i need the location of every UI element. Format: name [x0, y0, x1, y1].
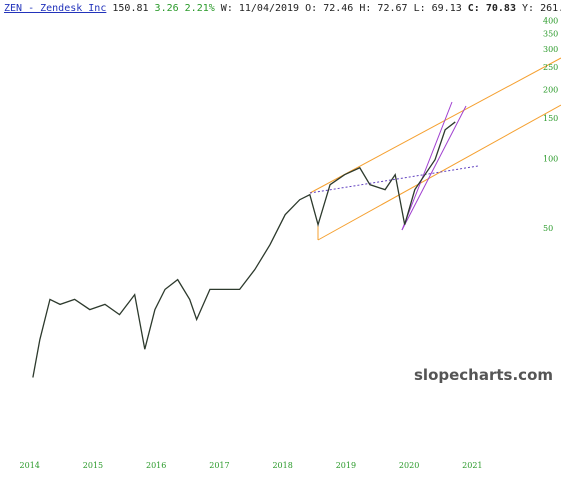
trendline	[317, 104, 561, 241]
x-tick-label: 2021	[462, 461, 482, 470]
y-tick-label: 350	[543, 30, 558, 39]
symbol[interactable]: ZEN - Zendesk Inc	[4, 3, 107, 14]
y-tick-label: 400	[543, 16, 558, 25]
change: 3.26 2.21%	[154, 3, 215, 14]
label: H:	[359, 3, 372, 14]
channel-line	[401, 101, 453, 231]
quote-header: ZEN - Zendesk Inc 150.81 3.26 2.21% W: 1…	[4, 3, 561, 14]
x-tick-label: 2016	[146, 461, 166, 470]
y-tick-label: 300	[543, 45, 558, 54]
low: 69.13	[431, 3, 462, 14]
x-tick-label: 2015	[83, 461, 103, 470]
y-tick-label: 50	[543, 224, 553, 233]
y-tick-label: 150	[543, 114, 558, 123]
y-tick-label: 100	[543, 155, 558, 164]
close: 70.83	[485, 3, 516, 14]
date: 11/04/2019	[238, 3, 300, 14]
x-tick-label: 2018	[272, 461, 292, 470]
channel-line	[401, 105, 467, 231]
high: 72.67	[377, 3, 408, 14]
trendline	[309, 57, 561, 194]
y-tick-label: 200	[543, 86, 558, 95]
x-tick-label: 2014	[20, 461, 40, 470]
y-value: 261.72	[540, 3, 561, 14]
label: Y:	[522, 3, 535, 14]
label: L:	[413, 3, 426, 14]
x-tick-label: 2020	[399, 461, 419, 470]
x-tick-label: 2019	[336, 461, 356, 470]
x-tick-label: 2017	[209, 461, 229, 470]
y-tick-label: 250	[543, 63, 558, 72]
watermark: slopecharts.com	[414, 366, 553, 384]
price: 150.81	[112, 3, 149, 14]
open: 72.46	[323, 3, 354, 14]
dotted-line	[309, 165, 479, 194]
price-line	[32, 121, 456, 378]
label: C:	[467, 3, 480, 14]
label: O:	[305, 3, 318, 14]
label: W:	[220, 3, 233, 14]
